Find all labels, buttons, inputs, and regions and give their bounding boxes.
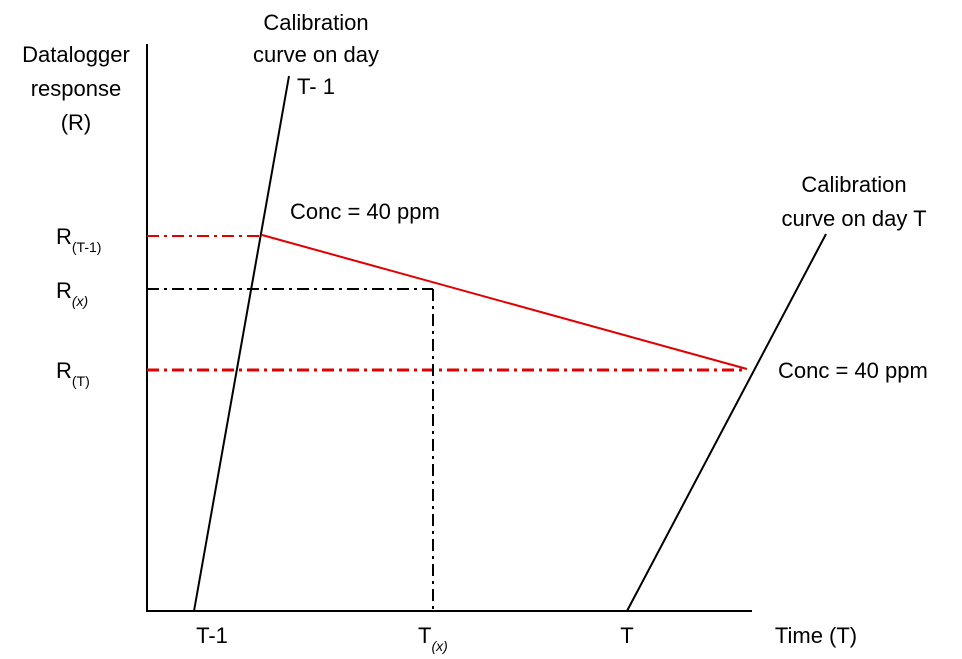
y-tick-r-x: R(x) [56,278,88,309]
curve-t-label-line-2: curve on day T [781,206,926,231]
x-tick-t-x: T(x) [418,623,448,654]
calibration-line-day-t-minus-1 [193,75,290,612]
curve-t-minus-1-label-line-2: curve on day [253,42,379,67]
y-axis-title-line-1: Datalogger [22,42,130,67]
y-axis-title-line-3: (R) [61,110,92,135]
y-tick-r-t: R(T) [56,358,90,389]
x-tick-t: T [620,623,633,648]
x-axis-title: Time (T) [775,623,857,648]
interpolation-line [261,234,748,370]
calibration-line-day-t [626,233,827,612]
y-axis-title-line-2: response [31,76,122,101]
curve-t-label-line-1: Calibration [801,172,906,197]
curve-t-minus-1-label-line-3: T- 1 [297,74,335,99]
y-tick-r-t-minus-1: R(T-1) [56,224,101,255]
x-tick-t-minus-1: T-1 [196,623,228,648]
conc-upper-label: Conc = 40 ppm [290,199,440,224]
conc-lower-label: Conc = 40 ppm [778,358,928,383]
curve-t-minus-1-label-line-1: Calibration [263,10,368,35]
